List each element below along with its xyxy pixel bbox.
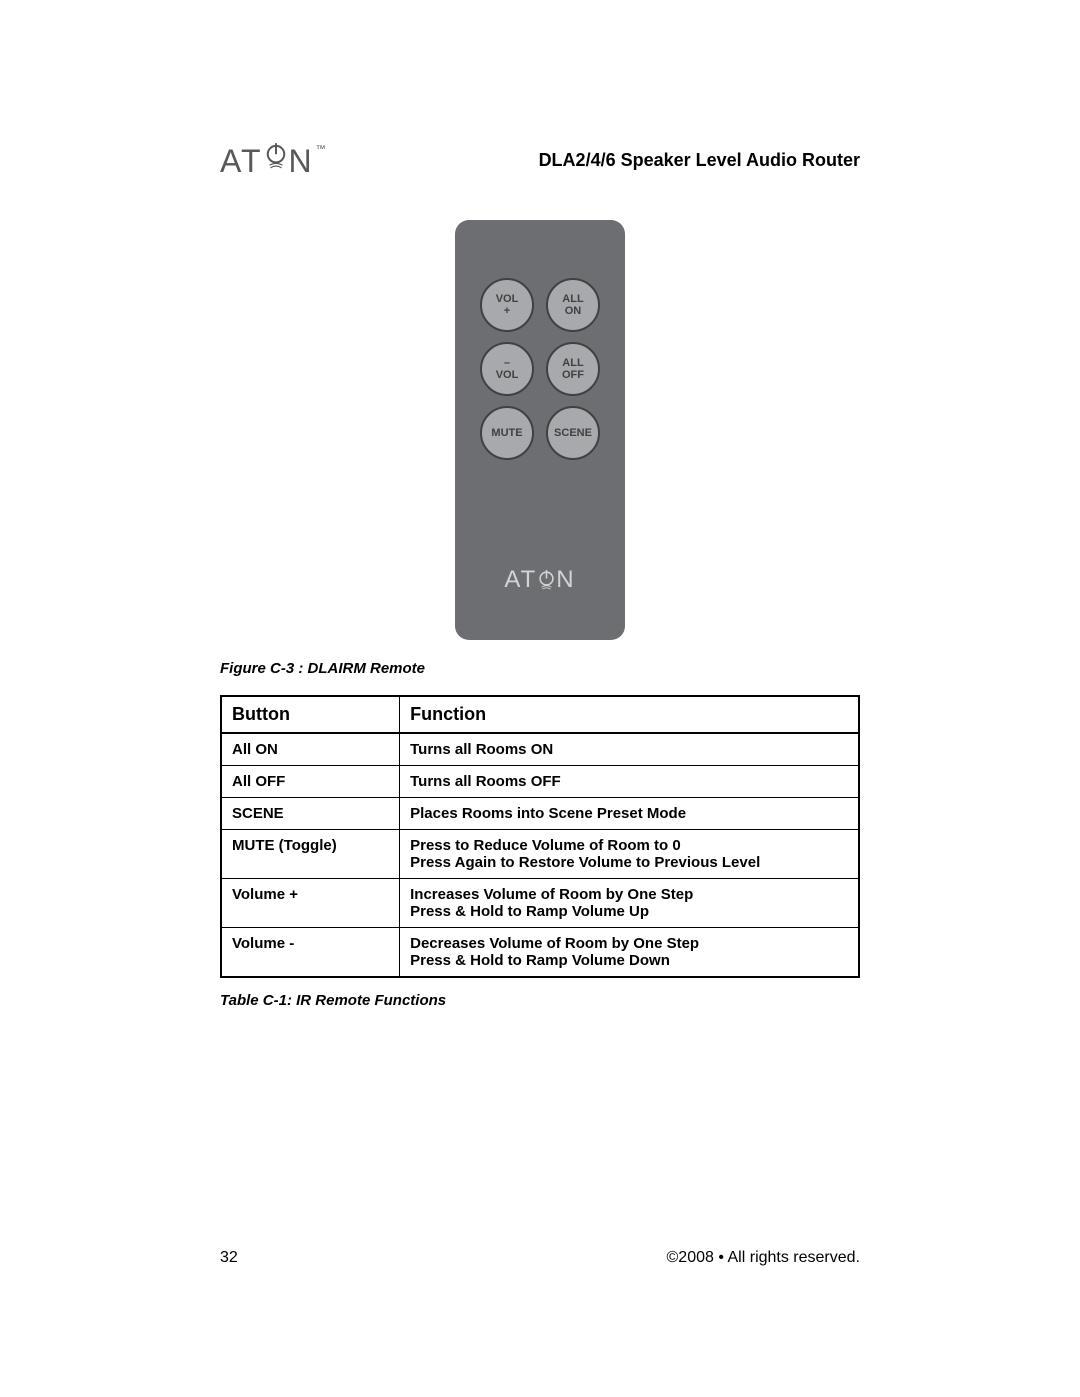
- vol-down-button: – VOL: [480, 342, 534, 396]
- all-off-button: ALL OFF: [546, 342, 600, 396]
- table-row: All ON Turns all Rooms ON: [221, 733, 859, 766]
- all-on-button: ALL ON: [546, 278, 600, 332]
- remote-body: VOL + ALL ON – VOL ALL OFF MUTE: [455, 220, 625, 640]
- aton-logo: AT N ™: [220, 140, 326, 180]
- power-icon: [538, 568, 555, 592]
- table-caption: Table C-1: IR Remote Functions: [220, 992, 860, 1009]
- remote-aton-logo: AT N: [504, 566, 575, 594]
- remote-figure: VOL + ALL ON – VOL ALL OFF MUTE: [220, 220, 860, 640]
- table-row: All OFF Turns all Rooms OFF: [221, 766, 859, 798]
- logo-text-right: N: [289, 143, 314, 180]
- page-number: 32: [220, 1249, 238, 1267]
- copyright-text: ©2008 • All rights reserved.: [667, 1249, 860, 1267]
- table-row: Volume + Increases Volume of Room by One…: [221, 879, 859, 928]
- table-row: MUTE (Toggle) Press to Reduce Volume of …: [221, 830, 859, 879]
- col-header-function: Function: [400, 696, 859, 733]
- figure-caption: Figure C-3 : DLAIRM Remote: [220, 660, 860, 677]
- page-footer: 32 ©2008 • All rights reserved.: [220, 1249, 860, 1267]
- page-header: AT N ™ DLA2/4/6 Speaker Level Audio Rout…: [220, 140, 860, 180]
- mute-button: MUTE: [480, 406, 534, 460]
- power-icon: [265, 140, 287, 172]
- document-title: DLA2/4/6 Speaker Level Audio Router: [539, 150, 860, 171]
- table-row: Volume - Decreases Volume of Room by One…: [221, 928, 859, 978]
- vol-up-button: VOL +: [480, 278, 534, 332]
- scene-button: SCENE: [546, 406, 600, 460]
- col-header-button: Button: [221, 696, 400, 733]
- trademark-symbol: ™: [316, 144, 326, 155]
- functions-table: Button Function All ON Turns all Rooms O…: [220, 695, 860, 978]
- logo-text-left: AT: [220, 143, 263, 180]
- remote-button-grid: VOL + ALL ON – VOL ALL OFF MUTE: [480, 278, 600, 460]
- table-row: SCENE Places Rooms into Scene Preset Mod…: [221, 798, 859, 830]
